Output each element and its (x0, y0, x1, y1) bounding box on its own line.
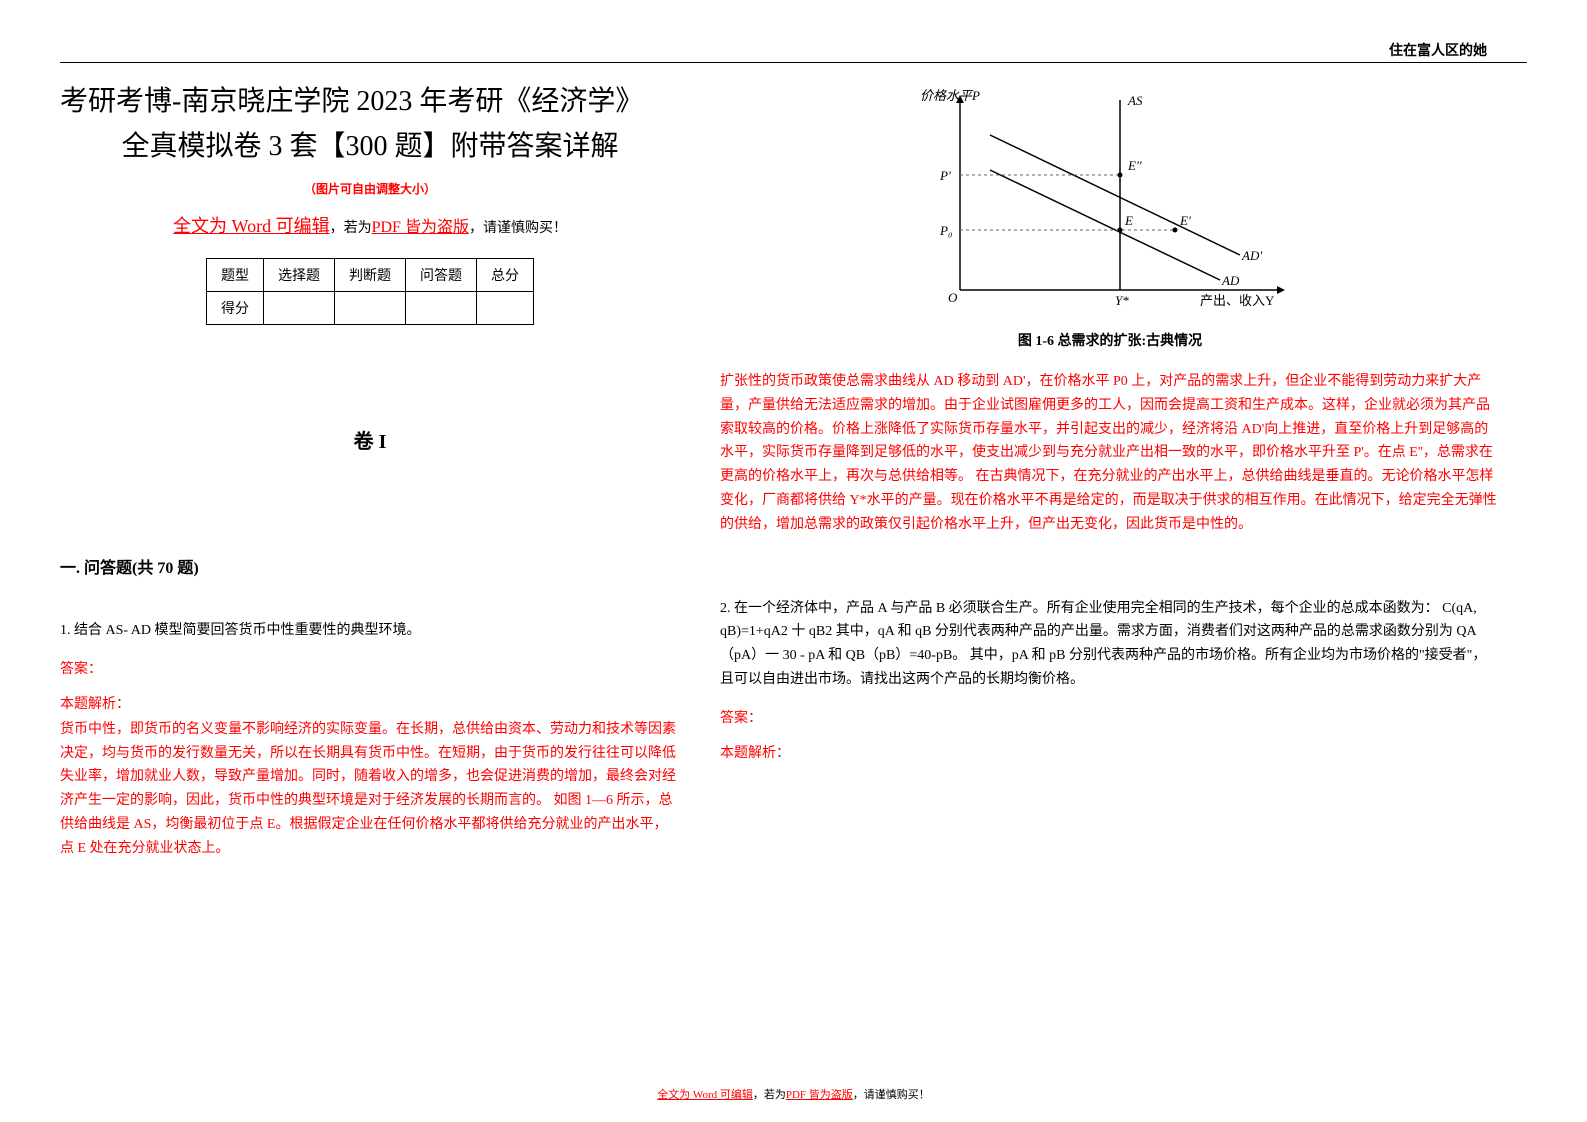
analysis-label-2: 本题解析： (720, 742, 1500, 762)
footer-word-text: 全文为 Word 可编辑 (657, 1089, 753, 1101)
answer-label: 答案： (60, 658, 680, 678)
e-label: E (1124, 213, 1133, 228)
score-table: 题型 选择题 判断题 问答题 总分 得分 (206, 258, 534, 325)
table-row: 题型 选择题 判断题 问答题 总分 (207, 258, 534, 291)
title-line1: 考研考博-南京晓庄学院 2023 年考研《经济学》 (60, 80, 680, 125)
p-prime-label: P' (939, 168, 951, 183)
p0-label: P₀ (939, 223, 952, 238)
x-axis-label: 产出、收入Y (1200, 293, 1275, 308)
eprime-label: E' (1179, 213, 1191, 228)
title-line2: 全真模拟卷 3 套【300 题】附带答案详解 (60, 125, 680, 170)
footer-pdf-text: PDF 皆为盗版 (786, 1089, 853, 1101)
table-cell (264, 291, 335, 324)
table-header: 题型 (207, 258, 264, 291)
adprime-label: AD' (1241, 248, 1262, 263)
table-cell (335, 291, 406, 324)
as-label: AS (1127, 93, 1143, 108)
as-ad-chart: 价格水平P AS P' P₀ O Y* 产出、收入Y E E' E'' AD A… (910, 80, 1310, 320)
analysis-label: 本题解析： (60, 693, 680, 713)
page-footer: 全文为 Word 可编辑，若为PDF 皆为盗版，请谨慎购买！ (0, 1086, 1587, 1102)
header-divider (60, 62, 1527, 63)
word-editable-text: 全文为 Word 可编辑 (173, 216, 330, 236)
notice-mid: ，若为 (330, 221, 372, 236)
table-row: 得分 (207, 291, 534, 324)
pdf-pirate-text: PDF 皆为盗版 (372, 219, 469, 236)
document-title: 考研考博-南京晓庄学院 2023 年考研《经济学》 全真模拟卷 3 套【300 … (60, 80, 680, 170)
chart-caption: 图 1-6 总需求的扩张:古典情况 (720, 330, 1500, 350)
footer-mid: ，若为 (753, 1089, 786, 1101)
ystar-label: Y* (1115, 293, 1129, 308)
analysis-text: 货币中性，即货币的名义变量不影响经济的实际变量。在长期，总供给由资本、劳动力和技… (60, 718, 680, 861)
right-column: 价格水平P AS P' P₀ O Y* 产出、收入Y E E' E'' AD A… (720, 80, 1500, 861)
left-column: 考研考博-南京晓庄学院 2023 年考研《经济学》 全真模拟卷 3 套【300 … (60, 80, 680, 861)
header-watermark: 住在富人区的她 (1389, 40, 1487, 60)
y-axis-label: 价格水平P (920, 88, 980, 103)
footer-suffix: ，请谨慎购买！ (853, 1089, 930, 1101)
right-analysis-text: 扩张性的货币政策使总需求曲线从 AD 移动到 AD'，在价格水平 P0 上，对产… (720, 370, 1500, 537)
table-cell (406, 291, 477, 324)
table-cell (477, 291, 534, 324)
notice-suffix: ，请谨慎购买！ (469, 221, 567, 236)
question-1-text: 1. 结合 AS- AD 模型简要回答货币中性重要性的典型环境。 (60, 618, 680, 643)
section-title: 一. 问答题(共 70 题) (60, 554, 680, 578)
table-header: 问答题 (406, 258, 477, 291)
edprime-label: E'' (1127, 158, 1142, 173)
table-header: 选择题 (264, 258, 335, 291)
origin-label: O (948, 290, 958, 305)
image-resize-note: （图片可自由调整大小） (60, 180, 680, 197)
paper-number: 卷 I (60, 425, 680, 454)
main-content: 考研考博-南京晓庄学院 2023 年考研《经济学》 全真模拟卷 3 套【300 … (60, 80, 1527, 861)
question-2-text: 2. 在一个经济体中，产品 A 与产品 B 必须联合生产。所有企业使用完全相同的… (720, 597, 1500, 692)
answer-label-2: 答案： (720, 707, 1500, 727)
ad-label: AD (1221, 273, 1240, 288)
word-edit-notice: 全文为 Word 可编辑，若为PDF 皆为盗版，请谨慎购买！ (60, 212, 680, 238)
table-cell: 得分 (207, 291, 264, 324)
table-header: 总分 (477, 258, 534, 291)
table-header: 判断题 (335, 258, 406, 291)
